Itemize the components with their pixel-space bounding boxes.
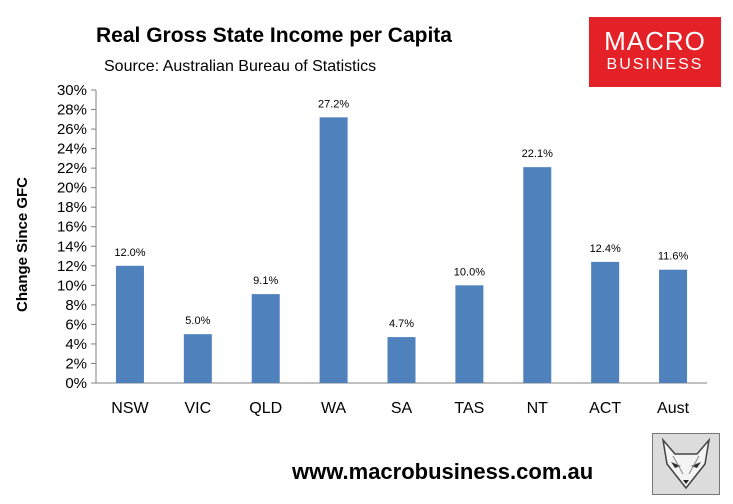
x-tick-label: WA <box>321 400 347 417</box>
bar <box>183 334 212 383</box>
y-tick-label: 8% <box>65 297 87 314</box>
y-tick-label: 24% <box>57 141 87 158</box>
footer-url: www.macrobusiness.com.au <box>292 459 594 484</box>
bar-data-label: 27.2% <box>318 98 349 110</box>
x-tick-label: NT <box>527 400 549 417</box>
y-tick-label: 10% <box>57 277 87 294</box>
bar <box>319 117 348 383</box>
logo-line-2: BUSINESS <box>606 56 704 73</box>
x-tick-label: QLD <box>249 400 282 417</box>
y-tick-label: 14% <box>57 238 87 255</box>
x-tick-label: NSW <box>111 400 149 417</box>
bar-data-label: 22.1% <box>522 148 553 160</box>
y-tick-label: 6% <box>65 316 87 333</box>
logo-line-1: MACRO <box>604 26 706 56</box>
chart-subtitle: Source: Australian Bureau of Statistics <box>104 58 377 75</box>
fox-logo-image <box>652 433 720 495</box>
y-tick-label: 22% <box>57 160 87 177</box>
bar <box>591 261 620 383</box>
bar-data-label: 4.7% <box>389 318 414 330</box>
x-tick-label: ACT <box>589 400 621 417</box>
y-tick-label: 12% <box>57 258 87 275</box>
bar-data-label: 12.4% <box>590 243 621 255</box>
y-tick-label: 28% <box>57 102 87 119</box>
bar-data-label: 12.0% <box>114 247 145 259</box>
y-tick-label: 16% <box>57 219 87 236</box>
bar <box>455 285 484 383</box>
y-axis-title: Change Since GFC <box>14 177 31 312</box>
bar <box>115 265 144 383</box>
bar <box>387 337 416 383</box>
y-tick-label: 20% <box>57 180 87 197</box>
bar-data-label: 10.0% <box>454 266 485 278</box>
bar-data-label: 9.1% <box>253 275 278 287</box>
macrobusiness-logo: MACRO BUSINESS <box>589 17 721 87</box>
bar <box>659 269 688 383</box>
x-tick-label: VIC <box>184 400 211 417</box>
y-tick-label: 2% <box>65 355 87 372</box>
chart-title: Real Gross State Income per Capita <box>96 24 452 47</box>
bar <box>251 294 280 383</box>
y-tick-label: 4% <box>65 336 87 353</box>
y-tick-label: 30% <box>57 82 87 99</box>
y-tick-label: 0% <box>65 375 87 392</box>
y-tick-label: 26% <box>57 121 87 138</box>
x-tick-label: SA <box>391 400 413 417</box>
x-tick-label: Aust <box>657 400 690 417</box>
bar-data-label: 11.6% <box>658 251 689 263</box>
bar <box>523 167 552 383</box>
y-tick-label: 18% <box>57 199 87 216</box>
x-tick-label: TAS <box>454 400 484 417</box>
bar-data-label: 5.0% <box>185 315 210 327</box>
